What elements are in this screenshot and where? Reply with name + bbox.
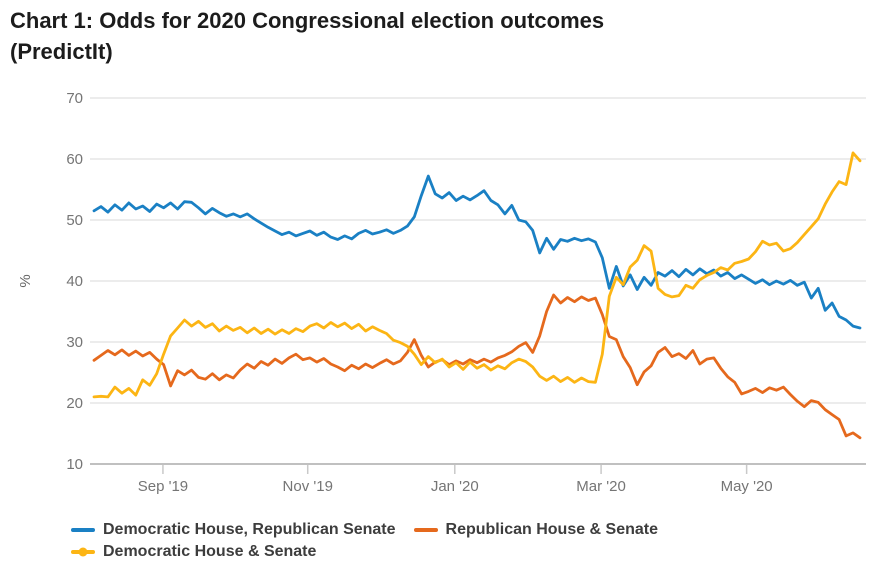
legend-item-democratic-house-senate[interactable]: Democratic House & Senate bbox=[71, 542, 316, 562]
y-tick-label: 50 bbox=[66, 212, 83, 229]
chart-legend: Democratic House, Republican Senate Repub… bbox=[71, 520, 843, 562]
y-tick-label: 10 bbox=[66, 456, 83, 473]
x-tick-label: Mar '20 bbox=[576, 478, 626, 495]
series-line-republican-house-senate bbox=[92, 293, 862, 440]
series-line-democratic-house-senate bbox=[92, 151, 862, 399]
y-tick-label: 40 bbox=[66, 273, 83, 290]
legend-line-swatch bbox=[413, 528, 438, 532]
legend-label: Democratic House, Republican Senate bbox=[103, 521, 396, 538]
series-line-democratic-house-republican-senate bbox=[92, 174, 862, 330]
chart-title: Chart 1: Odds for 2020 Congressional ele… bbox=[10, 6, 772, 68]
x-tick-label: Nov '19 bbox=[283, 478, 333, 495]
y-tick-label: 70 bbox=[66, 90, 83, 107]
y-tick-label: 30 bbox=[66, 334, 83, 351]
chart-canvas: 10 20 30 40 50 60 70% Sep '19 Nov '19 Jan '20 Mar … bbox=[17, 90, 866, 495]
legend-line-swatch bbox=[71, 528, 95, 532]
y-tick-label: 60 bbox=[66, 151, 83, 168]
legend-marker-dot bbox=[78, 547, 88, 557]
chart-title-line1: Chart 1: Odds for 2020 Congressional ele… bbox=[10, 8, 605, 33]
legend-item-democratic-house-republican-senate[interactable]: Democratic House, Republican Senate bbox=[71, 520, 396, 540]
legend-label: Republican House & Senate bbox=[445, 521, 659, 538]
chart-title-line2: (PredictIt) bbox=[10, 38, 113, 64]
y-tick-label: 20 bbox=[66, 395, 83, 412]
legend-item-republican-house-senate[interactable]: Republican House & Senate bbox=[413, 520, 659, 540]
x-tick-label: Jan '20 bbox=[431, 478, 479, 495]
legend-label: Democratic House & Senate bbox=[103, 543, 317, 560]
x-tick-label: May '20 bbox=[721, 478, 773, 495]
y-axis-title: % bbox=[17, 274, 34, 287]
legend-line-swatch bbox=[71, 547, 95, 557]
x-tick-label: Sep '19 bbox=[138, 478, 188, 495]
